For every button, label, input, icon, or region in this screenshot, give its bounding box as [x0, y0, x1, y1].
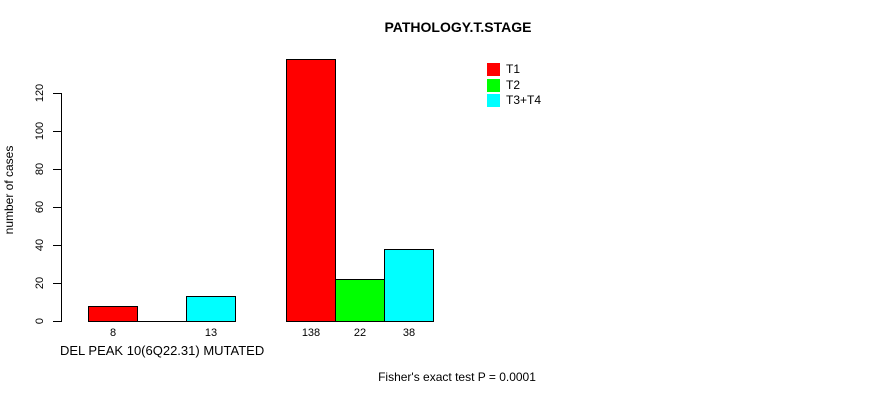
bar-t1	[88, 306, 138, 322]
y-tick-mark	[53, 131, 61, 132]
y-tick-label: 60	[34, 200, 46, 214]
legend-label: T3+T4	[506, 93, 542, 107]
y-tick-mark	[53, 283, 61, 284]
legend-item: T3+T4	[487, 94, 567, 108]
y-tick-label: 120	[34, 83, 46, 103]
bar-t2	[335, 279, 385, 322]
y-tick-mark	[53, 207, 61, 208]
bar-value-label: 22	[353, 327, 367, 339]
legend-color-swatch	[487, 79, 500, 92]
bar-t3+t4	[384, 249, 434, 322]
y-axis-label: number of cases	[2, 145, 16, 235]
footer-stat: Fisher's exact test P = 0.0001	[378, 370, 536, 384]
legend-label: T1	[506, 62, 521, 76]
y-tick-mark	[53, 169, 61, 170]
y-tick-label: 20	[34, 276, 46, 290]
bar-value-label: 138	[301, 327, 321, 339]
y-tick-label: 0	[34, 317, 46, 325]
legend-label: T2	[506, 78, 521, 92]
y-tick-label: 40	[34, 238, 46, 252]
y-tick-label: 80	[34, 162, 46, 176]
chart-title: PATHOLOGY.T.STAGE	[384, 19, 532, 35]
legend-item: T1	[487, 63, 567, 77]
legend-color-swatch	[487, 63, 500, 76]
bar-value-label: 8	[109, 327, 117, 339]
y-tick-label: 100	[34, 121, 46, 141]
y-axis-line	[61, 93, 62, 322]
bar-t1	[286, 59, 336, 322]
x-axis-label: DEL PEAK 10(6Q22.31) MUTATED	[60, 343, 265, 358]
bar-t3+t4	[186, 296, 236, 322]
legend-color-swatch	[487, 94, 500, 107]
y-tick-mark	[53, 245, 61, 246]
legend-item: T2	[487, 79, 567, 93]
bar-zero-t2	[137, 321, 187, 322]
y-tick-mark	[53, 321, 61, 322]
bar-value-label: 38	[402, 327, 416, 339]
bar-value-label: 13	[204, 327, 218, 339]
y-tick-mark	[53, 93, 61, 94]
